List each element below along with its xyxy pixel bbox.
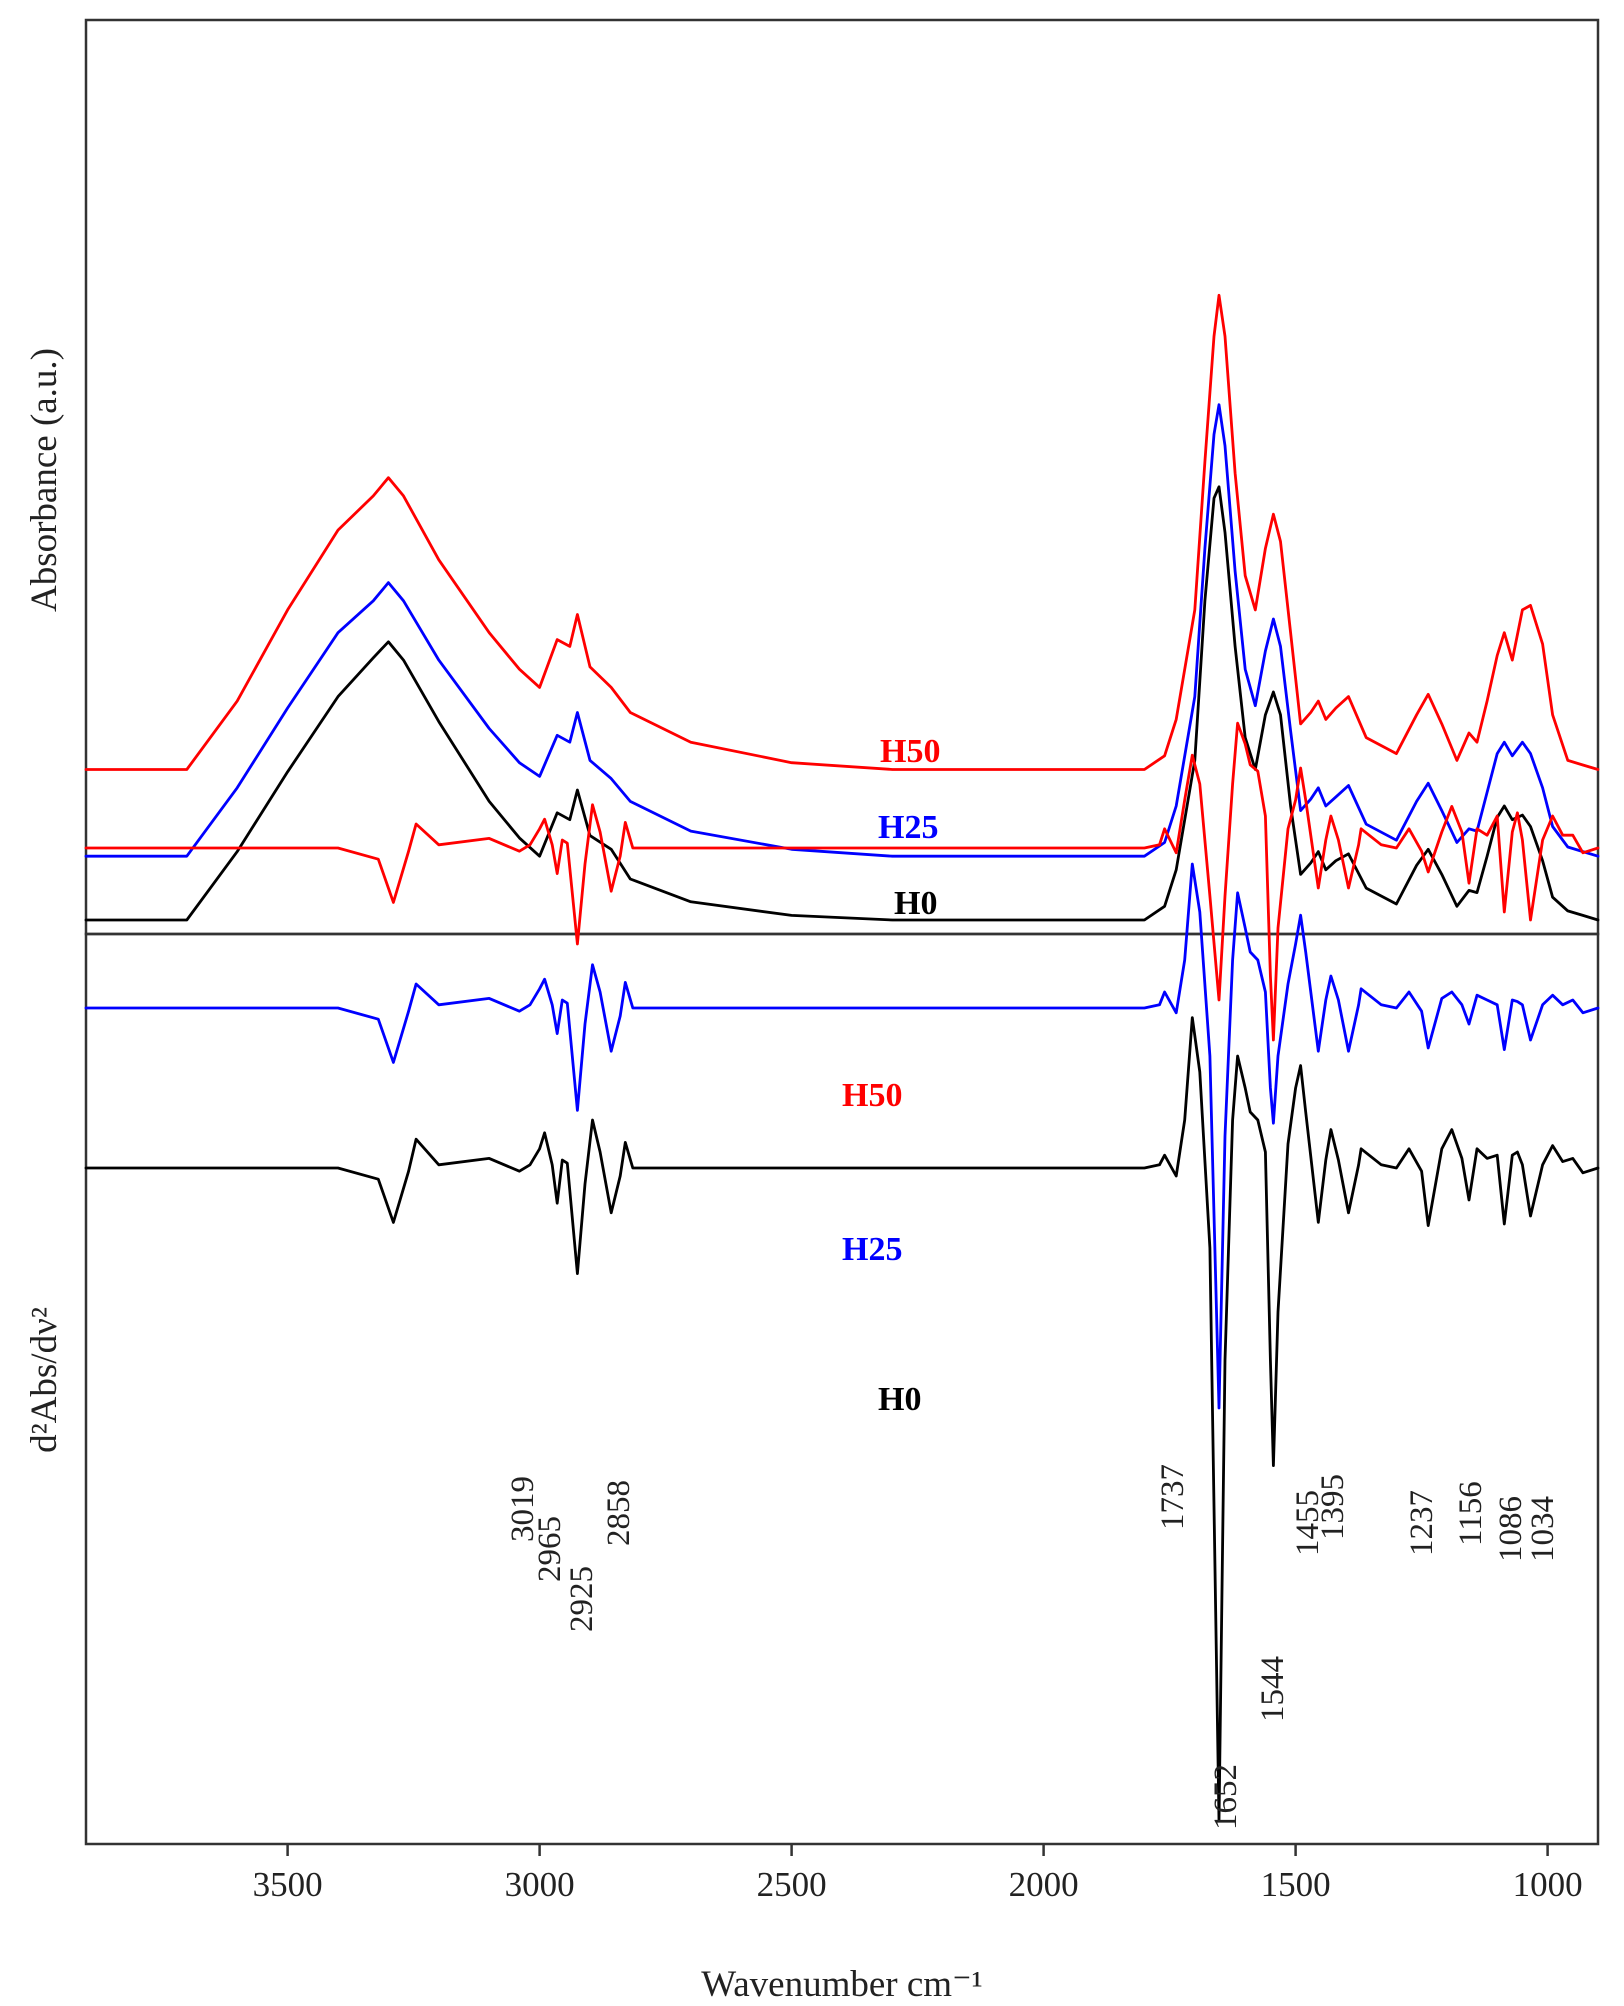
peak-label-1156: 1156 [1453, 1481, 1489, 1546]
bottom-trace-h50 [84, 721, 1600, 1042]
top-trace-h50 [84, 293, 1600, 771]
top-label-h50: H50 [880, 733, 940, 770]
peak-label-2858: 2858 [601, 1480, 637, 1546]
top-label-h25: H25 [878, 809, 938, 846]
x-tick-label-1500: 1500 [1261, 1865, 1331, 1904]
x-tick-label-1000: 1000 [1513, 1865, 1583, 1904]
bottom-y-axis-title: d²Abs/dν² [24, 1307, 65, 1453]
peak-label-1544: 1544 [1255, 1656, 1291, 1722]
x-axis: 3500 3000 2500 2000 1500 1000 [253, 1844, 1583, 1904]
top-trace-h0 [84, 485, 1600, 922]
x-tick-label-3000: 3000 [505, 1865, 575, 1904]
x-tick-label-2000: 2000 [1009, 1865, 1079, 1904]
bottom-label-h0: H0 [878, 1381, 921, 1418]
peak-label-1395: 1395 [1315, 1474, 1351, 1540]
peak-label-1455: 1455 [1290, 1490, 1326, 1556]
bottom-panel-plot [84, 721, 1600, 1823]
peak-label-1652: 1652 [1208, 1764, 1244, 1830]
peak-label-1737: 1737 [1155, 1464, 1191, 1530]
x-axis-title: Wavenumber cm⁻¹ [701, 1964, 982, 2005]
x-tick-label-3500: 3500 [253, 1865, 323, 1904]
bottom-label-h50: H50 [842, 1077, 902, 1114]
peak-label-2965: 2965 [532, 1516, 568, 1582]
peak-label-1237: 1237 [1404, 1490, 1440, 1556]
top-y-axis-title: Absorbance (a.u.) [24, 348, 65, 612]
peak-label-1034: 1034 [1525, 1496, 1561, 1562]
top-trace-h25 [84, 403, 1600, 858]
peak-annotations: 3019 2965 2925 2858 1737 1652 1544 1455 … [505, 1464, 1561, 1830]
x-tick-label-2500: 2500 [757, 1865, 827, 1904]
top-panel-frame [84, 18, 1600, 936]
peak-label-1086: 1086 [1493, 1496, 1529, 1562]
bottom-trace-h0 [84, 1016, 1600, 1823]
top-panel-plot [84, 293, 1600, 922]
peak-label-2925: 2925 [564, 1566, 600, 1632]
bottom-panel-frame [84, 932, 1600, 1846]
bottom-label-h25: H25 [842, 1231, 902, 1268]
bottom-trace-h25 [84, 862, 1600, 1410]
top-label-h0: H0 [894, 885, 937, 922]
series-labels: H50 H25 H0 H50 H25 H0 [842, 733, 940, 1418]
peak-label-3019: 3019 [505, 1476, 541, 1542]
